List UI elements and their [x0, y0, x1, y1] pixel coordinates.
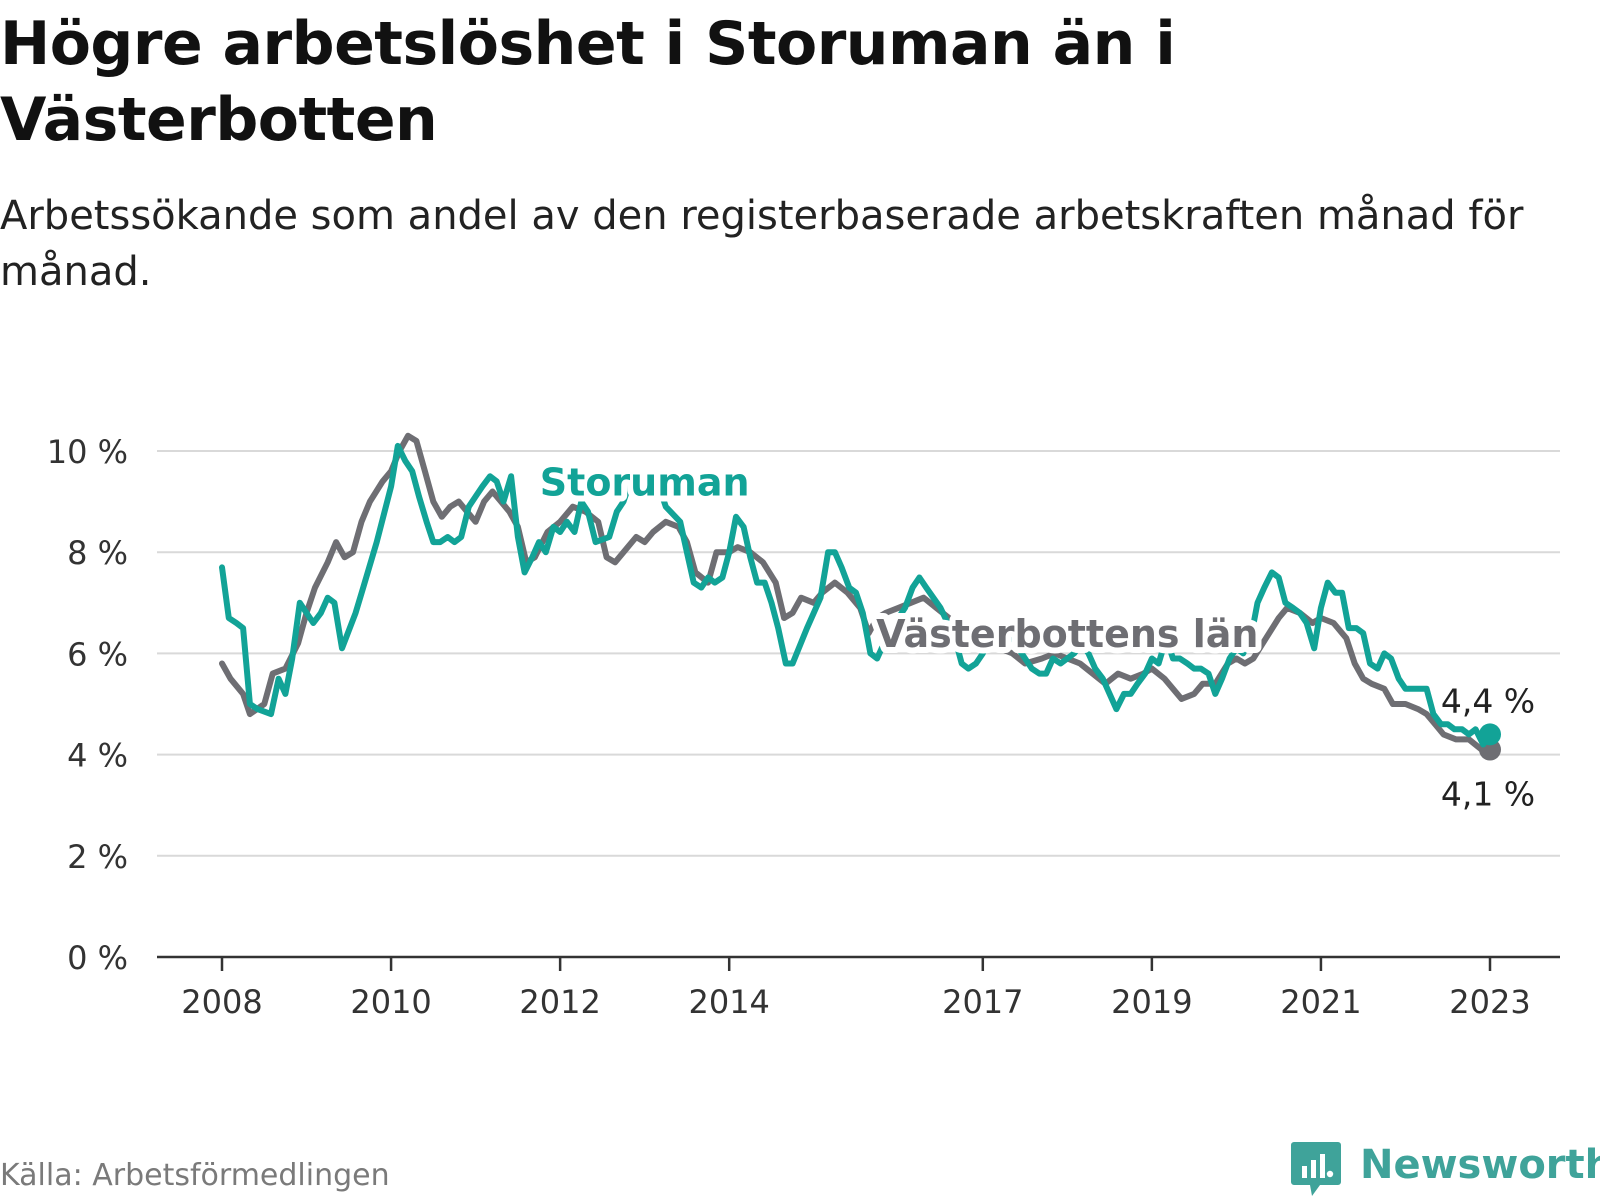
- x-tick-label: 2019: [1111, 983, 1192, 1021]
- y-tick-label: 0 %: [67, 939, 128, 977]
- series-annotation-vasterbotten: Västerbottens län: [876, 612, 1258, 656]
- y-tick-label: 2 %: [67, 838, 128, 876]
- x-tick-label: 2012: [519, 983, 600, 1021]
- series-line-storuman: [219, 442, 1493, 748]
- series-annotation-storuman: Storuman: [540, 460, 750, 504]
- label-layer: 4,1 % 4,4 % Storuman Västerbottens län: [534, 454, 1535, 814]
- y-tick-label: 4 %: [67, 737, 128, 775]
- brand-name: Newsworthy: [1360, 1142, 1600, 1188]
- grid-layer: [157, 450, 1560, 857]
- chart-subtitle: Arbetssökande som andel av den registerb…: [0, 193, 1524, 295]
- end-value-label-vasterbotten: 4,1 %: [1441, 775, 1535, 814]
- series-line-vasterbotten: [219, 432, 1493, 753]
- end-value-label-storuman: 4,4 %: [1441, 681, 1535, 720]
- y-tick-label: 10 %: [47, 433, 128, 471]
- brand-logo: Newsworthy: [1290, 1140, 1600, 1200]
- series-layer: [219, 432, 1501, 761]
- x-tick-label: 2014: [688, 983, 769, 1021]
- x-tick-label: 2010: [350, 983, 431, 1021]
- x-tick-label: 2021: [1280, 983, 1361, 1021]
- newsworthy-logo-icon: [1291, 1142, 1341, 1196]
- y-tick-label: 6 %: [67, 635, 128, 673]
- source-note: Källa: Arbetsförmedlingen: [0, 1158, 390, 1193]
- chart-title: Högre arbetslöshet i Storuman än i Väste…: [0, 9, 1176, 155]
- x-tick-label: 2008: [181, 983, 262, 1021]
- y-tick-label: 8 %: [67, 534, 128, 572]
- x-tick-label: 2023: [1449, 983, 1530, 1021]
- series-end-point-storuman: [1479, 723, 1501, 746]
- x-tick-label: 2017: [942, 983, 1023, 1021]
- tick-layer: 0 % 2 % 4 % 6 % 8 % 10 % 2008 2010 2012 2014 2017 2…: [47, 433, 1560, 1021]
